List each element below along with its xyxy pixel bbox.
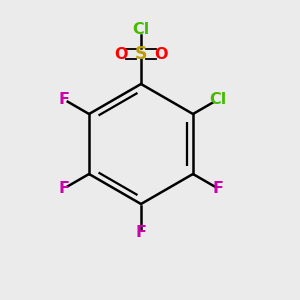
Text: O: O xyxy=(155,46,168,62)
Text: S: S xyxy=(135,45,147,63)
Text: Cl: Cl xyxy=(132,22,150,37)
Text: F: F xyxy=(59,92,70,107)
Text: F: F xyxy=(136,225,146,240)
Text: Cl: Cl xyxy=(209,92,226,107)
Text: F: F xyxy=(212,181,223,196)
Text: F: F xyxy=(59,181,70,196)
Text: O: O xyxy=(114,46,127,62)
